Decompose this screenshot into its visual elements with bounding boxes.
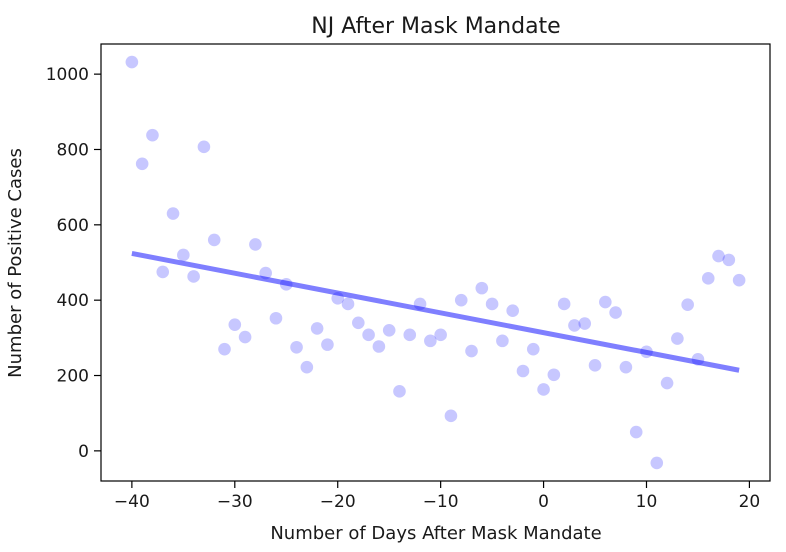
chart-title: NJ After Mask Mandate: [311, 14, 560, 39]
scatter-point: [156, 265, 170, 279]
scatter-point: [321, 338, 334, 351]
scatter-point: [362, 328, 375, 342]
y-tick-label: 800: [57, 140, 89, 160]
y-tick-label: 1000: [46, 65, 89, 85]
scatter-point: [135, 157, 149, 171]
scatter-point: [671, 332, 684, 345]
y-tick-label: 600: [57, 216, 89, 236]
scatter-point: [187, 270, 200, 283]
scatter-point: [228, 318, 242, 331]
x-tick-label: −20: [320, 492, 356, 512]
scatter-point: [465, 344, 478, 358]
scatter-point: [125, 55, 139, 69]
scatter-point: [599, 295, 612, 309]
scatter-point: [506, 304, 519, 318]
scatter-point: [382, 324, 396, 337]
scatter-point: [403, 328, 417, 342]
scatter-point: [701, 272, 715, 285]
scatter-point: [207, 233, 221, 247]
scatter-point: [424, 334, 437, 348]
x-tick-label: −30: [217, 492, 253, 512]
y-tick-label: 0: [78, 442, 89, 462]
scatter-point: [290, 340, 303, 354]
x-tick-label: 10: [636, 492, 658, 512]
scatter-point: [568, 319, 581, 332]
scatter-point: [588, 359, 602, 372]
scatter-point: [609, 306, 622, 319]
scatter-point: [249, 238, 262, 251]
x-tick-label: 20: [739, 492, 761, 512]
scatter-point: [444, 409, 458, 423]
x-tick-label: −10: [423, 492, 459, 512]
scatter-point: [310, 322, 324, 335]
x-tick-label: −40: [114, 492, 150, 512]
scatter-point: [578, 317, 592, 330]
scatter-point: [372, 340, 386, 353]
scatter-point: [300, 360, 314, 374]
scatter-point: [681, 298, 694, 311]
scatter-point: [352, 316, 365, 330]
scatter-point: [526, 342, 540, 356]
scatter-point: [238, 330, 252, 344]
scatter-point: [269, 311, 283, 325]
scatter-point: [537, 383, 550, 396]
scatter-point: [629, 425, 643, 439]
scatter-point: [166, 207, 180, 220]
scatter-point: [434, 328, 447, 342]
y-tick-label: 400: [57, 291, 89, 311]
scatter-point: [650, 456, 664, 470]
scatter-point: [393, 385, 406, 398]
scatter-point: [177, 248, 190, 262]
scatter-point: [660, 376, 674, 390]
scatter-point: [557, 297, 571, 311]
scatter-point: [712, 249, 725, 263]
y-axis-label: Number of Positive Cases: [5, 148, 26, 378]
scatter-point: [619, 360, 633, 374]
scatter-point: [496, 334, 509, 348]
scatter-point: [547, 368, 561, 382]
scatter-point: [146, 128, 159, 142]
plot-marks: [125, 55, 746, 470]
scatter-point: [197, 140, 211, 154]
x-tick-label: 0: [538, 492, 549, 512]
scatter-point: [454, 293, 468, 307]
scatter-point: [218, 342, 231, 356]
y-tick-label: 200: [57, 367, 89, 387]
plot-frame: [100, 43, 771, 482]
scatter-point: [341, 297, 355, 311]
scatter-point: [485, 297, 499, 311]
x-axis-label: Number of Days After Mask Mandate: [270, 523, 601, 544]
scatter-point: [475, 281, 489, 295]
regression-line: [131, 251, 740, 373]
scatter-point: [516, 364, 530, 378]
scatter-point: [722, 253, 736, 267]
scatter-point: [732, 273, 746, 287]
